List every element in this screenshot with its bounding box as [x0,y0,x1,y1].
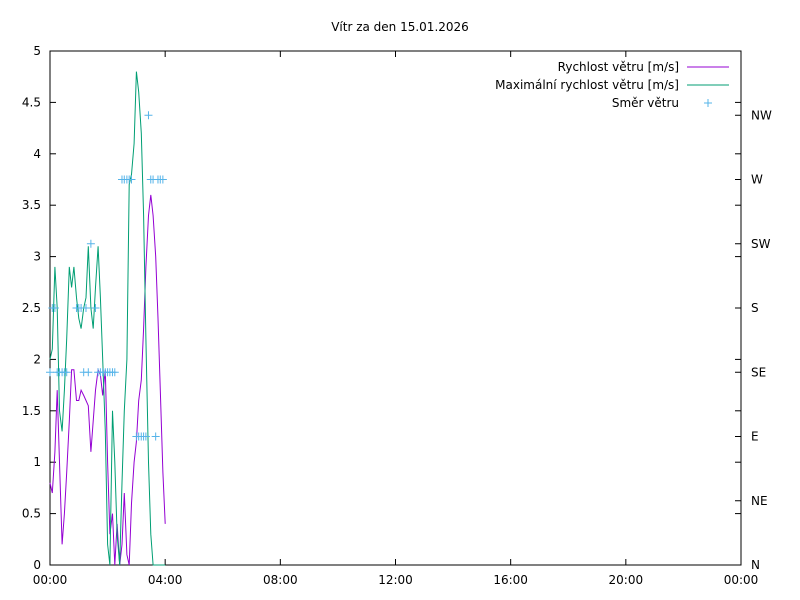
x-tick-label: 04:00 [148,573,183,587]
wind-direction-point [141,432,150,441]
wind-direction-point [144,111,153,120]
y2-tick-label: S [751,301,759,315]
wind-direction-point [91,304,100,312]
wind-direction-point [84,368,93,377]
wind-direction-point [50,304,59,312]
y2-tick-label: W [751,173,763,187]
legend-label: Směr větru [612,96,679,110]
wind-direction-point [151,432,160,441]
series-line-1 [49,71,166,566]
x-tick-label: 20:00 [609,573,644,587]
y2-tick-label: N [751,558,760,572]
y2-tick-label: SE [751,365,766,379]
y-tick-label: 4.5 [22,95,41,109]
y-tick-label: 5 [33,44,41,58]
y-tick-label: 2 [33,352,41,366]
wind-direction-point [86,239,95,248]
legend: Rychlost větru [m/s] Maximální rychlost v… [495,60,729,110]
legend-swatch [704,99,712,107]
series-lines [49,71,166,566]
y-tick-label: 3.5 [22,198,41,212]
y2-tick-label: SW [751,237,771,251]
y-tick-label: 1 [33,455,41,469]
x-tick-label: 08:00 [263,573,298,587]
wind-direction-point [81,304,90,312]
wind-direction-point [158,175,167,184]
series-points [46,111,167,441]
x-tick-label: 00:00 [33,573,68,587]
wind-direction-point [127,175,136,184]
wind-direction-point [46,368,54,377]
plot-border [49,50,742,566]
series-line-0 [49,194,166,566]
y2-tick-label: E [751,430,759,444]
y2-tick-label: NE [751,494,768,508]
wind-direction-point [62,368,71,377]
y2-tick-label: NW [751,108,772,122]
y-tick-label: 1.5 [22,404,41,418]
legend-label: Maximální rychlost větru [m/s] [495,78,679,92]
chart-title: Vítr za den 15.01.2026 [331,20,469,34]
y-tick-label: 4 [33,147,41,161]
axes: 0 0.5 1 1.5 2 2.5 3 3.5 4 4.5 5 N NE E SE S SW W NW 00:00 04… [22,44,772,587]
x-tick-label: 00:00 [724,573,759,587]
x-tick-label: 16:00 [493,573,528,587]
y-tick-label: 3 [33,250,41,264]
y-tick-label: 0 [33,558,41,572]
legend-label: Rychlost větru [m/s] [558,60,679,74]
y-tick-label: 0.5 [22,507,41,521]
x-tick-label: 12:00 [378,573,413,587]
wind-direction-point [110,368,119,377]
y-tick-label: 2.5 [22,301,41,315]
